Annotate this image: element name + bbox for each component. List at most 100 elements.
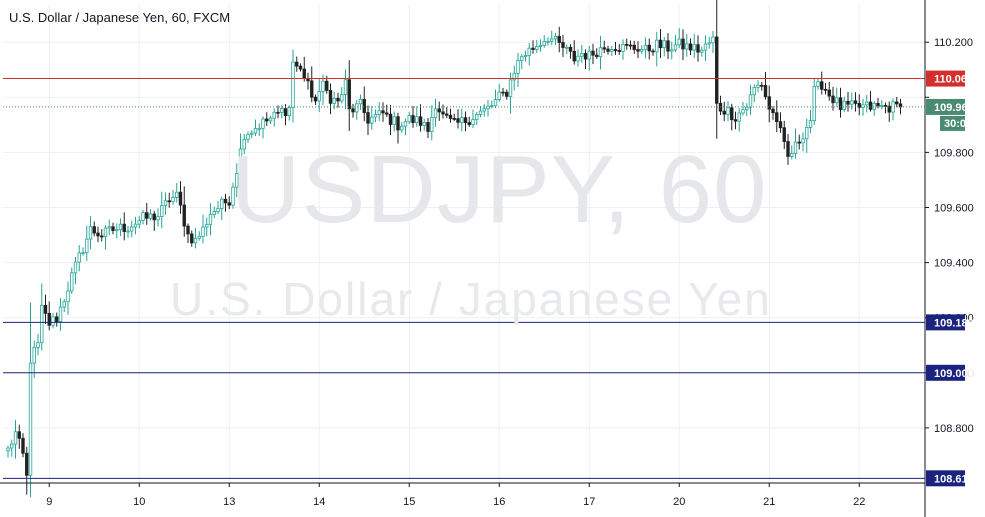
candle-body: [118, 223, 123, 231]
candle-body: [122, 223, 126, 232]
candle-body: [887, 105, 891, 113]
candle-body: [351, 108, 355, 113]
candle-body: [163, 200, 168, 207]
candle-body: [598, 47, 603, 57]
candle-body: [490, 105, 494, 108]
x-tick-label: 10: [133, 496, 145, 508]
level-tag-label: 108.617: [934, 473, 974, 485]
candle-body: [205, 223, 209, 228]
candle-body: [70, 272, 74, 292]
candle-body: [640, 49, 644, 52]
candle-body: [662, 40, 666, 49]
candle-body: [595, 54, 599, 57]
candle-body: [137, 220, 141, 225]
level-tag-label: 109.000: [934, 368, 974, 380]
countdown-tag: [940, 115, 965, 131]
candle-body: [373, 114, 378, 118]
candle-body: [186, 225, 190, 235]
candle-body: [778, 121, 783, 129]
candle-body: [546, 41, 550, 43]
candle-body: [265, 118, 269, 122]
candle-body: [340, 94, 344, 102]
candle-body: [572, 50, 576, 62]
x-tick-label: 20: [673, 496, 685, 508]
candle-body: [358, 99, 363, 105]
candle-body: [846, 100, 850, 105]
candle-body: [261, 118, 265, 129]
candle-body: [805, 127, 809, 140]
candle-body: [310, 80, 314, 98]
candle-body: [467, 122, 471, 125]
candle-body: [857, 103, 861, 108]
level-tag: [926, 70, 965, 87]
candle-body: [737, 112, 741, 122]
candle-body: [760, 84, 764, 87]
candle-body: [175, 191, 179, 198]
candle-body: [452, 118, 456, 120]
candle-body: [197, 235, 201, 239]
candle-body: [133, 223, 138, 228]
candle-body: [460, 117, 464, 123]
candle-body: [621, 43, 625, 52]
candle-body: [325, 80, 329, 91]
candle-body: [782, 127, 786, 142]
candle-body: [756, 84, 760, 88]
candle-body: [722, 110, 726, 115]
level-tag: [926, 364, 965, 381]
candle-body: [332, 97, 336, 104]
candle-body: [377, 110, 381, 115]
candle-body: [433, 108, 438, 118]
candle-body: [872, 103, 876, 110]
candle-body: [115, 229, 119, 232]
candle-body: [126, 230, 130, 233]
candle-body: [658, 39, 663, 49]
candle-body: [36, 342, 40, 348]
candle-body: [381, 110, 385, 114]
candle-body: [235, 173, 239, 188]
candle-body: [208, 214, 213, 225]
candle-body: [688, 43, 693, 51]
candle-body: [370, 116, 374, 124]
candle-body: [827, 89, 831, 97]
candle-body: [88, 226, 93, 240]
candle-body: [85, 238, 89, 254]
candle-body: [291, 61, 295, 109]
candle-body: [501, 91, 505, 94]
candle-body: [17, 431, 21, 439]
candle-body: [81, 252, 85, 255]
candle-body: [610, 49, 614, 52]
y-tick-label: 109.400: [934, 258, 974, 270]
candle-body: [666, 40, 670, 52]
candle-body: [748, 94, 753, 108]
candle-body: [411, 115, 415, 124]
candle-body: [493, 99, 498, 107]
candle-body: [865, 101, 869, 106]
candle-body: [741, 109, 745, 114]
candle-body: [771, 108, 775, 114]
y-tick-label: 109.800: [934, 147, 974, 159]
candle-body: [227, 202, 231, 206]
candle-body: [681, 38, 685, 50]
candle-body: [28, 362, 33, 476]
candle-body: [66, 290, 70, 303]
candle-body: [13, 431, 18, 445]
candle-body: [557, 35, 561, 43]
candle-body: [171, 197, 175, 203]
candle-body: [343, 79, 348, 95]
candle-body: [328, 90, 333, 104]
candle-body: [516, 60, 520, 74]
candle-body: [280, 108, 284, 113]
candle-body: [160, 205, 164, 217]
candle-body: [568, 46, 573, 52]
candle-body: [190, 233, 194, 244]
candle-body: [268, 117, 273, 122]
candle-body: [253, 128, 258, 134]
candle-body: [613, 49, 618, 51]
candle-body: [212, 211, 216, 215]
candle-body: [238, 148, 243, 174]
candle-body: [182, 204, 186, 227]
candle-body: [767, 96, 771, 110]
candle-body: [107, 226, 111, 229]
candle-body: [40, 304, 44, 344]
candle-body: [861, 104, 865, 108]
